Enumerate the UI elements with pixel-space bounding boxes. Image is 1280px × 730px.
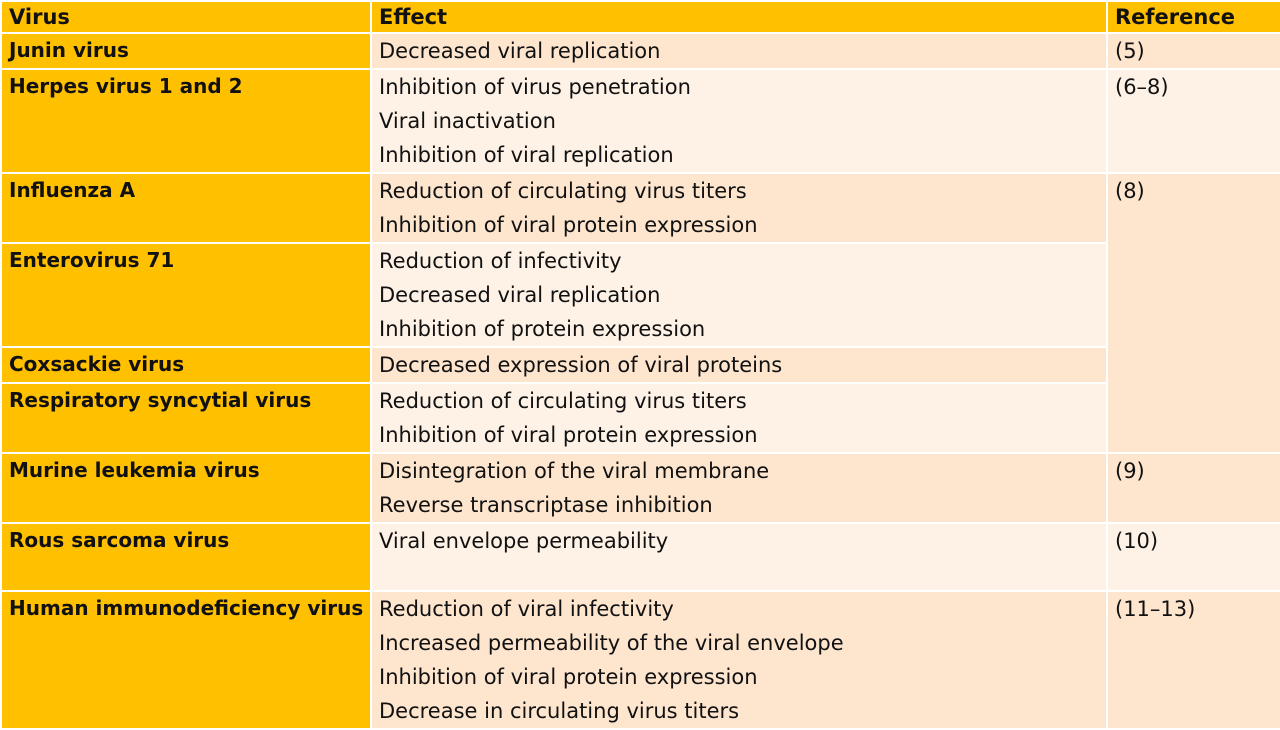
effect-text: Reduction of infectivity: [379, 249, 622, 273]
virus-cell: Human immunodeficiency virus: [0, 590, 372, 730]
effect-cell: Viral envelope permeability: [370, 522, 1108, 592]
effect-text: Inhibition of virus penetration: [379, 75, 691, 99]
effect-text: Reduction of viral infectivity: [379, 597, 674, 621]
effect-text: Inhibition of viral protein expression: [379, 213, 758, 237]
virus-cell: Enterovirus 71: [0, 242, 372, 348]
effect-text: Decreased viral replication: [379, 39, 661, 63]
effect-cell: Disintegration of the viral membrane Rev…: [370, 452, 1108, 524]
virus-cell: Influenza A: [0, 172, 372, 244]
effect-cell: Decreased viral replication: [370, 32, 1108, 70]
reference-cell: (5): [1106, 32, 1280, 70]
effect-text: Viral inactivation: [379, 109, 556, 133]
reference-text: (10): [1115, 529, 1159, 553]
reference-cell: (8): [1106, 172, 1280, 454]
reference-cell: (10): [1106, 522, 1280, 592]
effect-cell: Inhibition of virus penetration Viral in…: [370, 68, 1108, 174]
header-effect: Effect: [370, 0, 1108, 34]
virus-name: Human immunodeficiency virus: [9, 596, 364, 620]
effect-cell: Reduction of circulating virus titers In…: [370, 172, 1108, 244]
effect-text: Inhibition of protein expression: [379, 317, 706, 341]
reference-cell: (6–8): [1106, 68, 1280, 174]
effect-cell: Reduction of viral infectivity Increased…: [370, 590, 1108, 730]
table-row: Junin virus Decreased viral replication …: [0, 32, 1280, 70]
virus-cell: Respiratory syncytial virus: [0, 382, 372, 454]
table-row: Human immunodeficiency virus Reduction o…: [0, 590, 1280, 730]
virus-name: Respiratory syncytial virus: [9, 388, 312, 412]
reference-cell: (11–13): [1106, 590, 1280, 730]
header-virus: Virus: [0, 0, 372, 34]
effect-text: Increased permeability of the viral enve…: [379, 631, 844, 655]
effect-text: Inhibition of viral protein expression: [379, 665, 758, 689]
reference-cell: (9): [1106, 452, 1280, 524]
table-row: Respiratory syncytial virus Reduction of…: [0, 382, 1280, 454]
reference-text: (6–8): [1115, 75, 1169, 99]
effect-text: Decreased expression of viral proteins: [379, 353, 783, 377]
virus-name: Murine leukemia virus: [9, 458, 260, 482]
virus-name: Coxsackie virus: [9, 352, 185, 376]
reference-text: (9): [1115, 459, 1145, 483]
effect-cell: Decreased expression of viral proteins: [370, 346, 1108, 384]
virus-cell: Herpes virus 1 and 2: [0, 68, 372, 174]
effect-text: Decrease in circulating virus titers: [379, 699, 740, 723]
reference-text: (11–13): [1115, 597, 1196, 621]
effect-cell: Reduction of infectivity Decreased viral…: [370, 242, 1108, 348]
virus-cell: Rous sarcoma virus: [0, 522, 372, 592]
table-row: Enterovirus 71 Reduction of infectivity …: [0, 242, 1280, 348]
effect-text: Viral envelope permeability: [379, 529, 669, 553]
table-row: Coxsackie virus Decreased expression of …: [0, 346, 1280, 384]
header-reference: Reference: [1106, 0, 1280, 34]
effect-text: Disintegration of the viral membrane: [379, 459, 770, 483]
virus-cell: Murine leukemia virus: [0, 452, 372, 524]
table-row: Rous sarcoma virus Viral envelope permea…: [0, 522, 1280, 592]
virus-cell: Junin virus: [0, 32, 372, 70]
table-row: Influenza A Reduction of circulating vir…: [0, 172, 1280, 454]
reference-text: (5): [1115, 39, 1145, 63]
header-row: Virus Effect Reference: [0, 0, 1280, 34]
table-row: Herpes virus 1 and 2 Inhibition of virus…: [0, 68, 1280, 174]
effect-text: Reduction of circulating virus titers: [379, 179, 747, 203]
virus-name: Enterovirus 71: [9, 248, 175, 272]
reference-text: (8): [1115, 179, 1145, 203]
table-row: Murine leukemia virus Disintegration of …: [0, 452, 1280, 524]
virus-name: Rous sarcoma virus: [9, 528, 230, 552]
effect-cell: Reduction of circulating virus titers In…: [370, 382, 1108, 454]
virus-cell: Coxsackie virus: [0, 346, 372, 384]
effect-text: Reduction of circulating virus titers: [379, 389, 747, 413]
effect-text: Reverse transcriptase inhibition: [379, 493, 713, 517]
effect-text: Inhibition of viral replication: [379, 143, 674, 167]
virus-name: Herpes virus 1 and 2: [9, 74, 243, 98]
virus-name: Junin virus: [9, 38, 129, 62]
effect-text: Decreased viral replication: [379, 283, 661, 307]
effect-text: Inhibition of viral protein expression: [379, 423, 758, 447]
virus-name: Influenza A: [9, 178, 136, 202]
